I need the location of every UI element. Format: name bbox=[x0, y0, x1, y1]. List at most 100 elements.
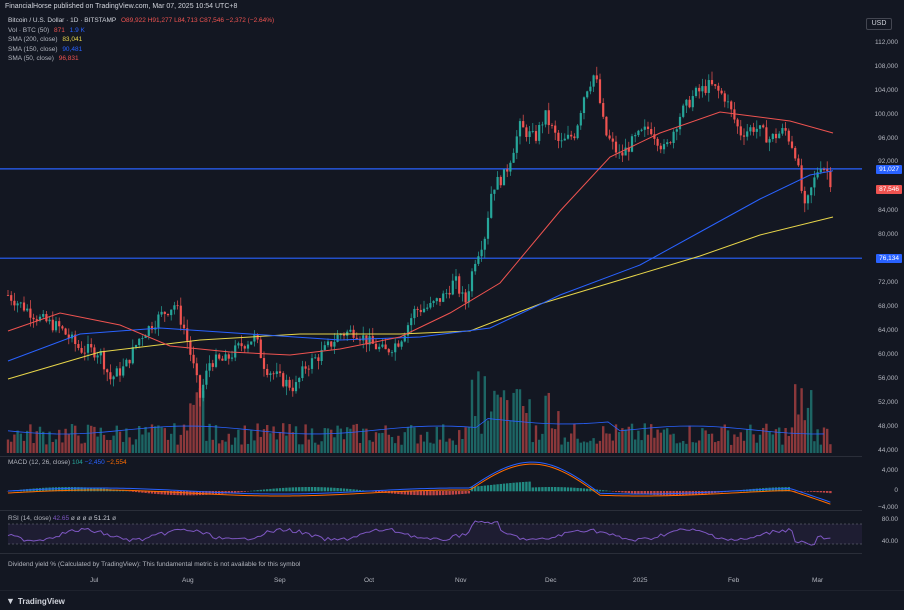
price-axis-tick: 92,000 bbox=[878, 158, 898, 165]
macd-histogram-bar bbox=[160, 491, 163, 495]
candle-body bbox=[288, 379, 291, 388]
candle-body bbox=[429, 302, 432, 308]
volume-bar bbox=[467, 427, 470, 453]
macd-histogram-bar bbox=[352, 489, 355, 492]
candle-body bbox=[301, 366, 304, 379]
volume-bar bbox=[774, 429, 778, 453]
price-axis[interactable]: 112,000 108,000 104,000 100,000 96,000 92,000… bbox=[862, 0, 904, 575]
macd-histogram-bar bbox=[579, 488, 582, 492]
volume-bar bbox=[784, 428, 787, 453]
macd-histogram-bar bbox=[560, 487, 563, 492]
candle-body bbox=[656, 138, 659, 146]
candle-body bbox=[266, 368, 269, 375]
tradingview-logo[interactable]: ▼ TradingView bbox=[6, 596, 65, 606]
volume-bar bbox=[438, 439, 442, 453]
macd-axis-tick: −4,000 bbox=[877, 504, 898, 511]
macd-histogram-bar bbox=[80, 487, 83, 492]
pane-divider-rsi[interactable] bbox=[0, 510, 862, 511]
candle-body bbox=[726, 101, 730, 103]
candle-body bbox=[144, 335, 147, 339]
macd-histogram-bar bbox=[614, 491, 618, 492]
price-axis-tick: 68,000 bbox=[878, 303, 898, 310]
volume-bar bbox=[570, 433, 573, 453]
macd-histogram-bar bbox=[179, 491, 182, 496]
volume-bar bbox=[826, 428, 829, 453]
volume-bar bbox=[704, 430, 707, 453]
macd-histogram-bar bbox=[74, 487, 77, 492]
volume-bar bbox=[22, 440, 26, 453]
volume-bar bbox=[579, 442, 582, 453]
pane-divider-dividend[interactable] bbox=[0, 553, 862, 554]
macd-histogram-bar bbox=[163, 491, 166, 495]
candle-body bbox=[733, 109, 736, 120]
volume-bar bbox=[496, 394, 499, 453]
candle-body bbox=[413, 308, 416, 319]
macd-histogram-bar bbox=[458, 491, 461, 495]
sma50-row[interactable]: SMA (50, close) 96,831 bbox=[8, 54, 274, 64]
macd-histogram-bar bbox=[86, 487, 90, 492]
macd-histogram-bar bbox=[518, 482, 522, 492]
macd-histogram-bar bbox=[259, 489, 262, 492]
volume-bar bbox=[122, 441, 125, 453]
candle-body bbox=[560, 140, 563, 142]
symbol-row[interactable]: Bitcoin / U.S. Dollar · 1D · BITSTAMP O8… bbox=[8, 16, 274, 26]
sma50-line bbox=[7, 111, 834, 356]
dividend-note: Dividend yield % (Calculated by TradingV… bbox=[8, 561, 301, 568]
macd-histogram-bar bbox=[541, 487, 544, 492]
volume-bar bbox=[682, 440, 685, 453]
macd-histogram-bar bbox=[138, 491, 141, 493]
pane-divider-macd[interactable] bbox=[0, 456, 862, 457]
volume-bar bbox=[128, 437, 131, 453]
volume-bar bbox=[362, 428, 365, 453]
macd-histogram-bar bbox=[557, 487, 560, 492]
volume-bar bbox=[518, 389, 522, 453]
candle-body bbox=[790, 141, 794, 148]
volume-bar bbox=[470, 379, 474, 453]
tradingview-brand[interactable]: ▼ TradingView bbox=[0, 590, 904, 610]
candle-body bbox=[592, 75, 595, 87]
macd-histogram-bar bbox=[77, 487, 80, 492]
currency-button[interactable]: USD bbox=[866, 18, 892, 30]
volume-bar bbox=[237, 429, 240, 453]
macd-legend[interactable]: MACD (12, 26, close) 104 −2,450 −2,554 bbox=[8, 459, 127, 466]
candle-body bbox=[589, 86, 592, 92]
volume-bar bbox=[147, 432, 150, 453]
volume-bar bbox=[13, 434, 16, 453]
volume-bar bbox=[605, 433, 608, 453]
candle-body bbox=[224, 354, 227, 361]
candle-body bbox=[67, 334, 70, 339]
volume-bar bbox=[714, 442, 717, 453]
candle-body bbox=[368, 336, 371, 345]
volume-row[interactable]: Vol · BTC (50) 871 1.9 K bbox=[8, 26, 274, 36]
volume-bar bbox=[685, 443, 688, 453]
volume-bar bbox=[454, 444, 458, 453]
volume-ma-value: 1.9 K bbox=[69, 26, 85, 34]
macd-histogram-bar bbox=[342, 488, 346, 492]
volume-bar bbox=[650, 424, 653, 453]
sma200-row[interactable]: SMA (200, close) 83,041 bbox=[8, 35, 274, 45]
volume-bar bbox=[611, 440, 614, 453]
macd-histogram-bar bbox=[432, 491, 435, 496]
volume-bar bbox=[422, 441, 426, 453]
time-axis[interactable]: Jul Aug Sep Oct Nov Dec 2025 Feb Mar bbox=[0, 575, 904, 587]
rsi-legend[interactable]: RSI (14, close) 42.65 ø ø ø ø 51.21 ø bbox=[8, 515, 116, 522]
macd-histogram-bar bbox=[67, 487, 70, 492]
volume-bar bbox=[576, 438, 579, 453]
volume-bar bbox=[195, 392, 198, 453]
candle-body bbox=[272, 373, 275, 375]
macd-histogram-bar bbox=[122, 490, 125, 492]
volume-bar bbox=[746, 429, 749, 453]
macd-histogram-bar bbox=[173, 491, 176, 496]
candle-body bbox=[707, 80, 710, 93]
volume-bar bbox=[278, 431, 282, 453]
volume-bar bbox=[659, 432, 662, 453]
candle-body bbox=[502, 169, 506, 186]
volume-bar bbox=[301, 444, 304, 453]
rsi-na-values: ø ø ø ø bbox=[70, 515, 93, 522]
sma150-row[interactable]: SMA (150, close) 90,481 bbox=[8, 45, 274, 55]
macd-histogram-bar bbox=[198, 491, 202, 496]
candle-body bbox=[394, 343, 397, 353]
volume-bar bbox=[765, 423, 768, 453]
macd-histogram-bar bbox=[640, 491, 643, 495]
